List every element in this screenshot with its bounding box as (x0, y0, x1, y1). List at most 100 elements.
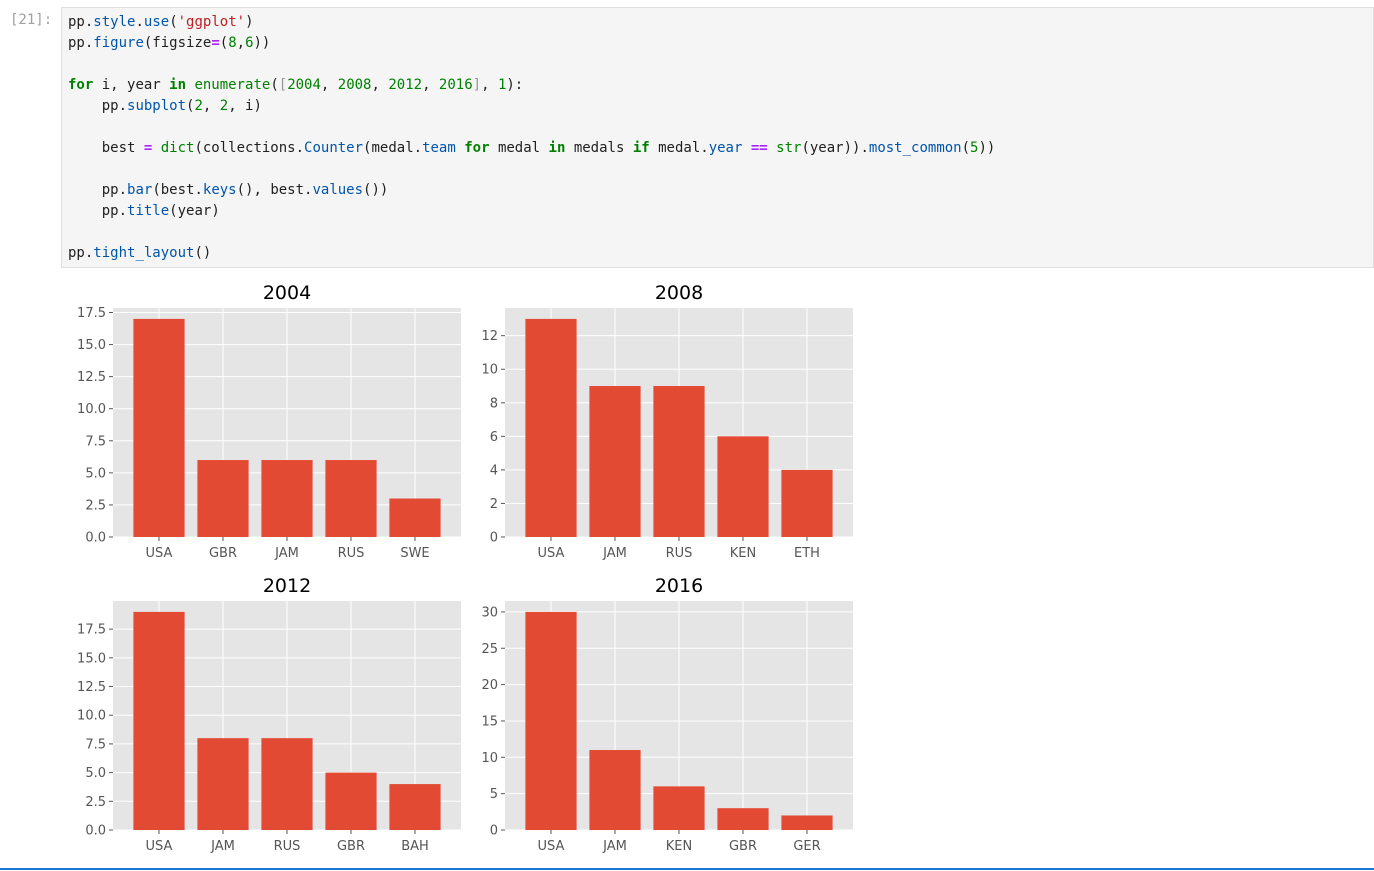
code-token: pp. (68, 203, 128, 219)
bar-swe (389, 498, 441, 537)
bar-bah (389, 784, 441, 830)
code-token: (year)). (801, 140, 869, 156)
code-token: values (312, 182, 364, 198)
bar-rus (653, 386, 705, 537)
x-tick-label: KEN (730, 546, 756, 561)
code-token (768, 140, 776, 156)
y-tick-label: 5.0 (85, 766, 106, 781)
code-token: title (127, 203, 170, 219)
x-tick-label: USA (146, 839, 173, 854)
code-token: = (143, 140, 153, 156)
y-tick-label: 6 (490, 430, 498, 445)
code-token (152, 140, 160, 156)
code-token: 'ggplot' (177, 14, 246, 30)
code-token: subplot (127, 98, 187, 114)
code-token: year (708, 140, 743, 156)
code-token: figure (93, 35, 144, 51)
code-line: pp.title(year) (68, 203, 220, 219)
code-token: , (481, 77, 498, 93)
x-tick-label: USA (538, 546, 565, 561)
y-tick-label: 25 (481, 642, 498, 657)
bar-gbr (717, 808, 769, 830)
chart-title: 2012 (263, 575, 311, 597)
bar-usa (133, 318, 185, 537)
code-token: str (776, 140, 802, 156)
code-token: )) (978, 140, 996, 156)
x-tick-label: JAM (274, 546, 299, 561)
code-token: pp. (68, 35, 94, 51)
code-token: (medal. (363, 140, 423, 156)
code-token: () (194, 245, 212, 261)
code-token: (year) (169, 203, 220, 219)
x-tick-label: GBR (729, 839, 757, 854)
bar-ger (781, 815, 833, 830)
code-token: ( (961, 140, 971, 156)
code-token: ): (506, 77, 524, 93)
code-token: )) (253, 35, 271, 51)
chart-title: 2004 (263, 282, 311, 304)
y-tick-label: 0.0 (85, 531, 106, 546)
x-tick-label: ETH (794, 546, 820, 561)
y-tick-label: 7.5 (85, 434, 106, 449)
code-token: [ (278, 77, 288, 93)
code-token: best (68, 140, 144, 156)
bar-jam (589, 750, 641, 830)
code-token: , (422, 77, 439, 93)
code-line: pp.figure(figsize=(8,6)) (68, 35, 270, 51)
y-tick-label: 5.0 (85, 466, 106, 481)
code-token: 2008 (337, 77, 372, 93)
code-token: ( (219, 35, 229, 51)
code-token: tight_layout (93, 245, 195, 261)
code-line: pp.bar(best.keys(), best.values()) (68, 182, 389, 198)
code-token: 2012 (388, 77, 423, 93)
code-line: pp.subplot(2, 2, i) (68, 98, 262, 114)
y-tick-label: 30 (481, 605, 498, 620)
y-tick-label: 10.0 (77, 402, 106, 417)
code-token: . (135, 14, 144, 30)
y-tick-label: 10 (481, 751, 498, 766)
code-token: pp. (68, 14, 94, 30)
y-tick-label: 2.5 (85, 498, 106, 513)
code-token: team (422, 140, 456, 156)
code-token: (), best. (236, 182, 313, 198)
y-tick-label: 17.5 (77, 306, 106, 321)
x-tick-label: USA (146, 546, 173, 561)
bar-ken (653, 786, 705, 830)
code-token: 2016 (438, 77, 473, 93)
code-token: use (143, 14, 170, 30)
code-token: == (750, 140, 768, 156)
y-tick-label: 0 (490, 531, 498, 546)
code-token: keys (202, 182, 237, 198)
bar-ken (717, 436, 769, 537)
code-cell[interactable]: pp.style.use('ggplot') pp.figure(figsize… (61, 7, 1374, 268)
code-editor[interactable]: pp.style.use('ggplot') pp.figure(figsize… (62, 8, 1373, 268)
x-tick-label: GER (793, 839, 820, 854)
code-token: for (68, 77, 94, 93)
code-token: 8 (228, 35, 237, 51)
code-token: ) (245, 14, 254, 30)
code-token: most_common (868, 140, 962, 156)
code-token: , (320, 77, 338, 93)
y-tick-label: 0 (490, 824, 498, 839)
code-token: pp. (68, 245, 94, 261)
bar-eth (781, 469, 833, 537)
code-token: in (548, 140, 566, 156)
x-tick-label: KEN (666, 839, 692, 854)
bar-usa (133, 611, 185, 830)
y-tick-label: 2 (490, 497, 498, 512)
code-token: style (93, 14, 136, 30)
x-tick-label: JAM (602, 546, 627, 561)
y-tick-label: 12 (481, 329, 498, 344)
code-token: = (211, 35, 220, 51)
code-token: bar (127, 182, 153, 198)
y-tick-label: 2.5 (85, 795, 106, 810)
x-tick-label: BAH (401, 839, 429, 854)
code-token: in (169, 77, 187, 93)
x-tick-label: RUS (338, 546, 365, 561)
code-token: ( (270, 77, 279, 93)
cell-prompt: [21]: (10, 12, 53, 28)
code-token: 2004 (287, 77, 321, 93)
code-token: if (632, 140, 650, 156)
bar-gbr (197, 460, 249, 537)
y-tick-label: 0.0 (85, 824, 106, 839)
